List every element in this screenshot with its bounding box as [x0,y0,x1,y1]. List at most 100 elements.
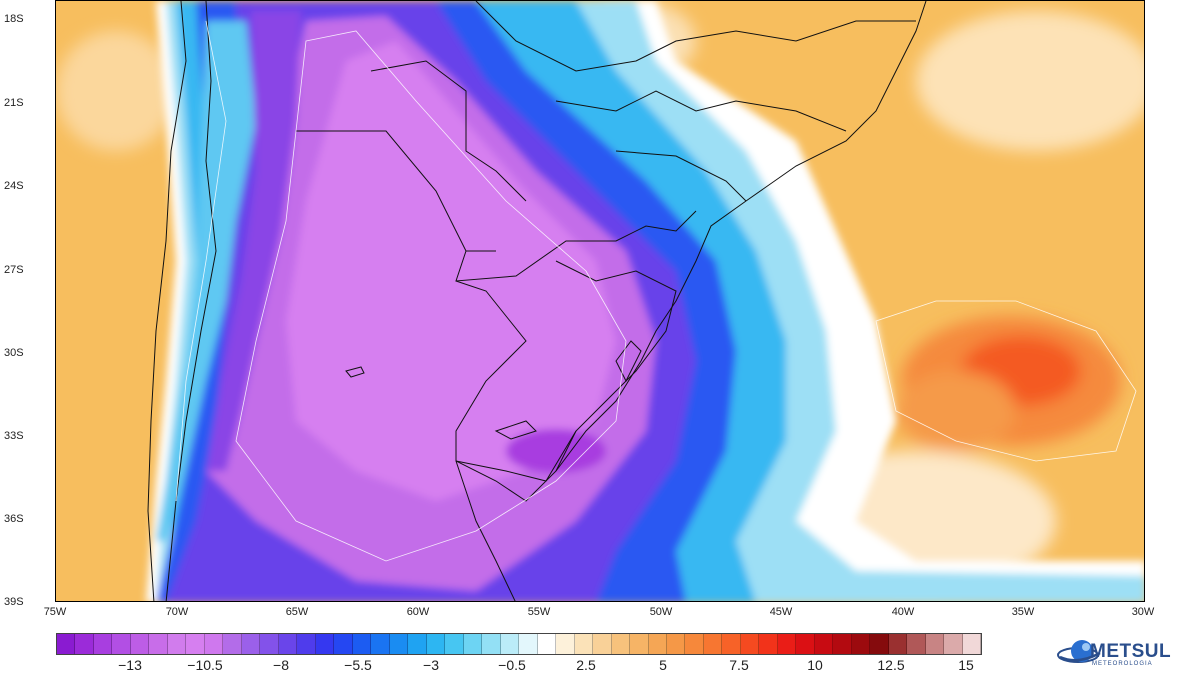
color-scale-cell [130,634,150,654]
scale-tick-label: −5.5 [344,657,372,673]
color-scale-cell [223,634,242,654]
color-scale-cell [167,634,187,654]
color-scale-cell [389,634,409,654]
color-scale-cell [204,634,224,654]
scale-tick-label: −3 [423,657,439,673]
brand-name: METSUL [1090,641,1172,662]
contour-lines [175,20,1137,562]
color-scale-cell [574,634,594,654]
andes-border [165,1,217,601]
scale-tick-label: 10 [807,657,823,673]
color-scale-cell [796,634,815,654]
color-scale-cell [666,634,686,654]
lake-mirim [494,420,537,440]
paraguay-border [455,210,697,282]
color-scale-cell [685,634,704,654]
color-scale-cell [611,634,631,654]
color-scale-cell [112,634,131,654]
color-scale-cell [888,634,908,654]
color-scale-cell [149,634,168,654]
color-scale-cell [759,634,778,654]
color-scale-cell [740,634,760,654]
temperature-anomaly-map [56,1,1144,601]
scale-tick-label: −8 [273,657,289,673]
brazil-coast [555,1,927,472]
color-scale-cell [426,634,446,654]
color-scale-cell [241,634,261,654]
lake-small [345,366,365,378]
lat-label: 36S [4,513,24,525]
color-scale-cell [260,634,279,654]
color-scale-cell [630,634,649,654]
map-frame [55,0,1145,602]
color-scale-cell [777,634,797,654]
color-scale-cell [833,634,852,654]
lon-label: 40W [891,606,915,618]
lat-label: 18S [4,13,24,25]
color-scale-cell [408,634,427,654]
lat-label: 27S [4,264,24,276]
bolivia-paraguay-border [296,130,496,252]
color-scale-bar [56,633,982,655]
color-scale-cell [814,634,834,654]
scale-tick-label: −13 [118,657,142,673]
lagoa-dos-patos [615,340,642,383]
color-scale-cell [925,634,945,654]
lon-label: 60W [406,606,430,618]
color-scale-cell [352,634,372,654]
color-scale-cell [962,634,982,654]
bolivia-border-north [370,60,527,202]
color-scale-cell [57,634,76,654]
andes-cyan-band [156,21,256,541]
scale-tick-label: 5 [659,657,667,673]
color-scale-cell [278,634,298,654]
brazil-internal-2 [615,150,747,202]
color-scale-cell [537,634,557,654]
color-scale-cell [315,634,335,654]
lat-label: 21S [4,97,24,109]
color-scale-cell [75,634,94,654]
scale-tick-label: 7.5 [729,657,749,673]
metsul-logo-icon [1057,640,1101,663]
argentina-coast [455,460,516,601]
andes-violet-band [206,11,301,471]
color-scale-cell [445,634,464,654]
rio-de-la-plata [455,430,577,482]
lat-label: 33S [4,430,24,442]
lat-label: 30S [4,347,24,359]
color-scale-cell [482,634,501,654]
lon-label: 65W [285,606,309,618]
color-scale-cell [870,634,889,654]
scale-tick-label: −10.5 [187,657,223,673]
country-borders [147,1,927,601]
color-scale-cell [93,634,113,654]
color-scale-cell [648,634,667,654]
lon-label: 55W [527,606,551,618]
scale-tick-label: 15 [958,657,974,673]
color-scale-cell [519,634,538,654]
color-scale-cell [556,634,575,654]
lat-label: 39S [4,596,24,608]
color-scale-cell [851,634,871,654]
lon-label: 35W [1011,606,1035,618]
color-scale-cell [463,634,483,654]
color-scale-cell [703,634,723,654]
lon-label: 75W [43,606,67,618]
color-scale-cell [500,634,520,654]
scale-tick-label: 2.5 [576,657,596,673]
lon-label: 30W [1131,606,1155,618]
color-scale-cell [297,634,316,654]
scale-tick-label: −0.5 [498,657,526,673]
south-america-coast-west [147,1,187,601]
brazil-internal-3 [555,90,847,132]
brand-subtitle: METEOROLOGIA [1092,661,1153,667]
magenta-core [286,41,616,501]
color-scale-cell [593,634,612,654]
scale-tick-label: 12.5 [877,657,905,673]
lon-label: 45W [769,606,793,618]
color-scale-cell [371,634,390,654]
deep-violet-core [506,429,606,473]
lon-label: 50W [649,606,673,618]
brazil-internal-1 [475,1,916,72]
lon-label: 70W [165,606,189,618]
